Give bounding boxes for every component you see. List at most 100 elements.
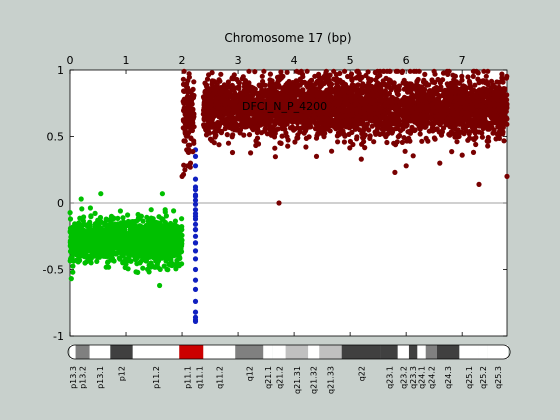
data-point (215, 110, 221, 116)
data-point (186, 142, 193, 148)
data-point (202, 89, 208, 95)
data-point (192, 193, 199, 199)
data-point (243, 79, 249, 85)
y-tick-label: 0.5 (47, 131, 65, 144)
data-point (108, 230, 114, 236)
data-point (126, 221, 132, 227)
data-point (79, 206, 85, 212)
data-point (229, 82, 235, 88)
data-point (367, 135, 373, 141)
data-point (117, 240, 123, 246)
data-point (80, 241, 86, 248)
data-point (477, 122, 483, 128)
data-point (146, 218, 152, 224)
data-point (445, 83, 451, 89)
data-point (396, 83, 402, 89)
data-point (454, 101, 460, 108)
data-point (447, 98, 453, 104)
data-point (185, 89, 191, 95)
data-point (128, 239, 135, 245)
data-point (239, 124, 245, 130)
data-point (372, 69, 378, 76)
data-point (164, 237, 170, 243)
data-point (181, 88, 187, 94)
y-tick-label: -0.5 (43, 264, 64, 277)
data-point (342, 68, 348, 74)
data-point (394, 110, 400, 116)
data-point (157, 251, 163, 257)
data-point (115, 249, 121, 255)
data-point (110, 251, 116, 257)
data-point (173, 262, 179, 268)
data-point (140, 218, 146, 224)
data-point (82, 236, 89, 242)
data-point (272, 145, 278, 151)
data-point (436, 119, 442, 125)
data-point (236, 79, 242, 85)
data-point (259, 73, 265, 79)
data-point (83, 248, 89, 254)
x-tick-label: 1 (123, 54, 130, 67)
data-point (295, 125, 301, 131)
data-point (496, 121, 502, 127)
data-point (192, 298, 199, 304)
data-point (335, 139, 341, 145)
data-point (354, 136, 360, 142)
data-point (456, 120, 462, 126)
data-point (123, 244, 129, 250)
data-point (182, 167, 188, 173)
data-point (146, 232, 152, 238)
data-point (485, 134, 491, 141)
data-point (192, 163, 199, 169)
data-point (261, 128, 268, 134)
data-point (202, 96, 208, 102)
data-point (192, 207, 199, 213)
data-point (410, 153, 416, 159)
series-2 (179, 68, 197, 179)
data-point (419, 138, 425, 144)
data-point (392, 142, 399, 148)
data-point (180, 81, 187, 87)
data-point (220, 119, 226, 126)
data-point (67, 216, 74, 222)
data-point (494, 87, 500, 93)
y-axis-ticks: -1-0.500.51 (43, 64, 507, 343)
data-point (354, 68, 360, 74)
chart-title: Chromosome 17 (bp) (224, 31, 351, 45)
data-point (70, 263, 76, 269)
data-point (277, 74, 283, 80)
data-point (211, 113, 217, 119)
data-point (377, 69, 383, 75)
data-point (192, 213, 199, 219)
data-point (425, 103, 431, 109)
data-point (368, 77, 374, 83)
data-point (144, 214, 150, 220)
data-point (132, 251, 138, 258)
data-point (192, 233, 199, 239)
data-point (261, 68, 267, 74)
data-point (163, 258, 169, 264)
data-point (175, 246, 182, 252)
data-point (272, 154, 278, 160)
data-point (414, 88, 420, 94)
data-point (365, 98, 371, 104)
x-tick-label: 5 (347, 54, 354, 67)
data-point (145, 266, 151, 272)
data-point (137, 214, 143, 221)
data-point (483, 73, 489, 79)
data-point (331, 87, 338, 93)
data-point (431, 100, 438, 106)
data-point (79, 216, 85, 222)
data-point (374, 128, 380, 134)
data-point (401, 135, 407, 141)
data-point (400, 80, 406, 86)
data-point (78, 196, 84, 202)
data-point (161, 233, 167, 239)
data-point (462, 100, 468, 106)
data-point (387, 114, 393, 120)
x-tick-label: 7 (459, 54, 466, 67)
x-tick-label: 0 (67, 54, 74, 67)
data-point (192, 318, 199, 324)
data-point (181, 162, 187, 168)
data-point (473, 134, 479, 141)
